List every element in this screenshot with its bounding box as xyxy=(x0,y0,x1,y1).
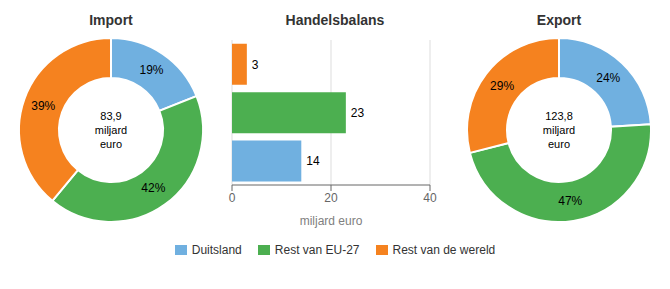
html-text:miljard: miljard xyxy=(94,124,128,136)
html-text:Rest van de wereld: Rest van de wereld xyxy=(392,243,496,257)
html-text:Rest van EU-27: Rest van EU-27 xyxy=(274,243,360,257)
html-text:83,9: 83,9 xyxy=(100,110,122,122)
svg-text:14: 14 xyxy=(306,154,320,168)
svg-text:3: 3 xyxy=(252,58,259,72)
svg-text:39%: 39% xyxy=(31,99,55,113)
html-text:euro: euro xyxy=(100,138,122,150)
html-text:Export: Export xyxy=(536,12,582,28)
svg-text:20: 20 xyxy=(324,191,338,205)
html-text:euro: euro xyxy=(548,138,570,150)
html-text:123,8: 123,8 xyxy=(545,110,573,122)
html-text:Import: Import xyxy=(89,12,133,28)
html-text:Handelsbalans: Handelsbalans xyxy=(285,12,385,28)
svg-text:miljard euro: miljard euro xyxy=(300,214,363,228)
svg-text:24%: 24% xyxy=(596,71,620,85)
html-text:Duitsland: Duitsland xyxy=(191,243,242,257)
svg-text:29%: 29% xyxy=(490,79,514,93)
svg-text:42%: 42% xyxy=(141,181,165,195)
svg-text:47%: 47% xyxy=(558,194,582,208)
svg-text:0: 0 xyxy=(229,191,236,205)
svg-text:23: 23 xyxy=(351,106,365,120)
svg-text:19%: 19% xyxy=(139,63,163,77)
html-text:miljard: miljard xyxy=(542,124,576,136)
svg-text:40: 40 xyxy=(423,191,437,205)
